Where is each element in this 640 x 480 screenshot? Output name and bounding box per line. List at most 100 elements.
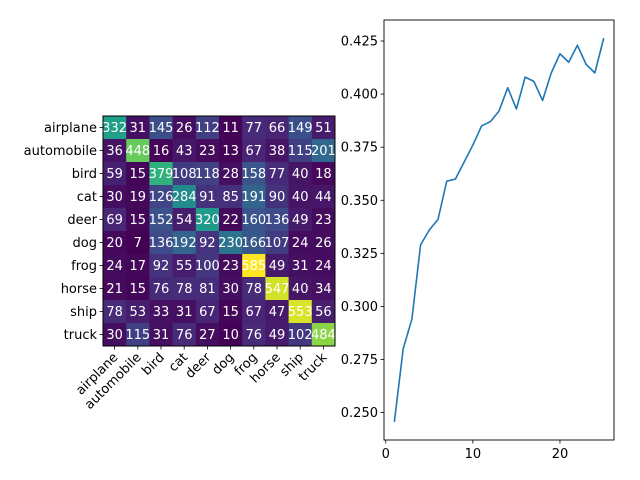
heatmap-cell <box>311 208 336 232</box>
heatmap-cell <box>311 231 336 255</box>
heatmap-cell <box>103 254 127 278</box>
heatmap-cell <box>311 139 336 163</box>
y-tick-label: 0.375 <box>341 141 378 156</box>
heatmap-cell <box>288 185 313 209</box>
cell-value-label: 66 <box>269 121 286 136</box>
y-tick-label: 0.300 <box>341 300 378 315</box>
cell-value-label: 67 <box>246 305 263 320</box>
cell-value-label: 43 <box>176 144 193 159</box>
heatmap-frame <box>102 115 336 347</box>
plot-frame <box>383 19 615 441</box>
x-tick-label: 20 <box>552 447 569 462</box>
heatmap-cell <box>311 185 336 209</box>
cell-value-label: 118 <box>195 167 220 182</box>
y-tick-label: airplane <box>44 121 97 136</box>
heatmap-cell <box>103 231 127 255</box>
heatmap-cell <box>195 277 220 301</box>
cell-value-label: 23 <box>315 213 332 228</box>
cell-value-label: 59 <box>106 167 123 182</box>
cell-value-label: 15 <box>130 167 147 182</box>
cell-value-label: 31 <box>153 328 170 343</box>
cell-value-label: 484 <box>311 328 336 343</box>
heatmap-cell <box>149 139 173 163</box>
y-tick-label: 0.350 <box>341 194 378 209</box>
cell-value-label: 23 <box>222 259 239 274</box>
cell-value-label: 192 <box>172 236 197 251</box>
cell-value-label: 15 <box>130 213 147 228</box>
heatmap-cell <box>103 323 127 347</box>
heatmap-cell <box>311 277 336 301</box>
heatmap-cell <box>242 185 266 209</box>
cell-value-label: 38 <box>269 144 286 159</box>
cell-value-label: 69 <box>106 213 123 228</box>
heatmap-cell <box>311 323 336 347</box>
heatmap-cell <box>219 300 243 324</box>
cell-value-label: 379 <box>149 167 174 182</box>
cell-value-label: 49 <box>269 259 286 274</box>
cell-value-label: 100 <box>195 259 220 274</box>
heatmap-cell <box>242 139 266 163</box>
cell-value-label: 160 <box>241 213 266 228</box>
cell-value-label: 76 <box>246 328 263 343</box>
heatmap-cell <box>126 162 150 186</box>
heatmap-cell <box>288 300 313 324</box>
heatmap-cell <box>288 254 313 278</box>
cell-value-label: 81 <box>199 282 216 297</box>
heatmap-cell <box>242 277 266 301</box>
heatmap-cell <box>149 323 173 347</box>
cell-value-label: 115 <box>288 144 313 159</box>
cell-value-label: 30 <box>222 282 239 297</box>
heatmap-cell <box>219 185 243 209</box>
cell-value-label: 24 <box>315 259 332 274</box>
cell-value-label: 77 <box>269 167 286 182</box>
cell-value-label: 51 <box>315 121 332 136</box>
x-tick-label: 10 <box>465 447 482 462</box>
cell-value-label: 23 <box>199 144 216 159</box>
cell-value-label: 18 <box>315 167 332 182</box>
y-tick-label: ship <box>70 305 97 320</box>
cell-value-label: 115 <box>125 328 150 343</box>
heatmap-cell <box>219 139 243 163</box>
cell-value-label: 152 <box>149 213 174 228</box>
cell-value-label: 47 <box>269 305 286 320</box>
heatmap-cell <box>219 277 243 301</box>
heatmap-cell <box>149 162 173 186</box>
y-tick-label: 0.400 <box>341 88 378 103</box>
heatmap-cell <box>126 139 150 163</box>
cell-value-label: 320 <box>195 213 220 228</box>
cell-value-label: 78 <box>246 282 263 297</box>
y-tick-label: 0.275 <box>341 353 378 368</box>
cell-value-label: 92 <box>153 259 170 274</box>
cell-value-label: 15 <box>130 282 147 297</box>
cell-value-label: 585 <box>241 259 266 274</box>
cell-value-label: 55 <box>176 259 193 274</box>
cell-value-label: 332 <box>102 121 127 136</box>
heatmap-cell <box>172 139 197 163</box>
heatmap-cell <box>103 185 127 209</box>
heatmap-cell <box>288 116 313 140</box>
heatmap-cell <box>103 300 127 324</box>
heatmap-cell <box>149 185 173 209</box>
y-tick-label: dog <box>73 236 97 251</box>
heatmap-cell <box>103 277 127 301</box>
cell-value-label: 53 <box>130 305 147 320</box>
cell-value-label: 90 <box>269 190 286 205</box>
cell-value-label: 10 <box>222 328 239 343</box>
cell-value-label: 15 <box>222 305 239 320</box>
cell-value-label: 21 <box>106 282 123 297</box>
cell-value-label: 7 <box>134 236 142 251</box>
cell-value-label: 107 <box>265 236 290 251</box>
y-tick-label: cat <box>77 190 97 205</box>
heatmap-cell <box>172 323 197 347</box>
heatmap-cell <box>288 139 313 163</box>
cell-value-label: 31 <box>130 121 147 136</box>
cell-value-label: 76 <box>176 328 193 343</box>
cell-value-label: 136 <box>265 213 290 228</box>
heatmap-cell <box>172 162 197 186</box>
heatmap-cell <box>311 254 336 278</box>
cell-value-label: 40 <box>292 167 309 182</box>
cell-value-label: 49 <box>292 213 309 228</box>
cell-value-label: 30 <box>106 190 123 205</box>
cell-value-label: 201 <box>311 144 336 159</box>
heatmap-cell <box>149 277 173 301</box>
